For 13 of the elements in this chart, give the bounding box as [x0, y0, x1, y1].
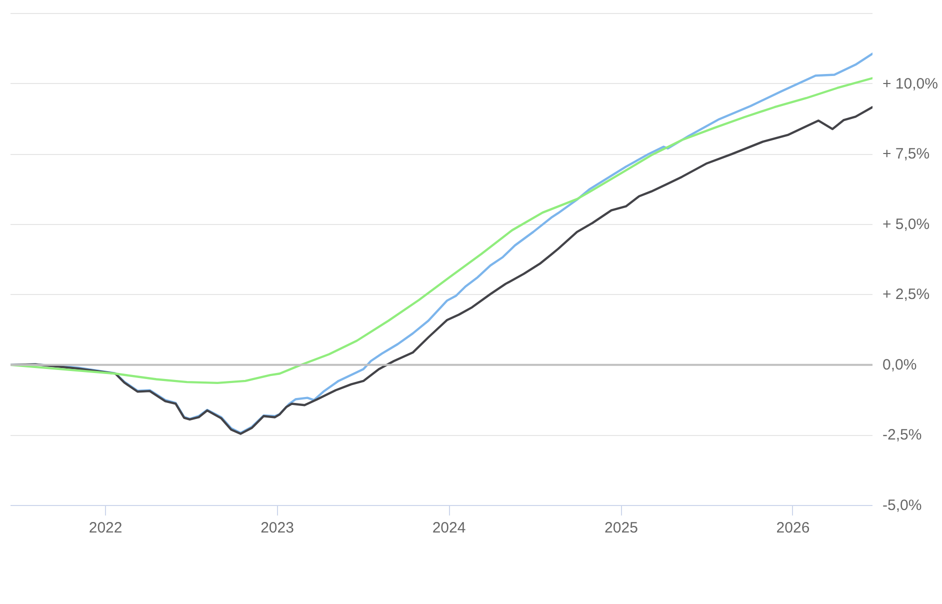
y-tick-label: + 2,5% — [882, 286, 930, 304]
x-tick-label: 2025 — [604, 520, 638, 536]
y-tick-label: -2,5% — [882, 426, 922, 444]
y-tick-label: + 5,0% — [882, 216, 930, 233]
y-tick-label: + 10,0% — [882, 75, 938, 92]
line-series — [10, 77, 872, 384]
y-tick-label: + 7,5% — [882, 146, 930, 163]
x-tick-label: 2026 — [776, 520, 810, 536]
x-tick-label: 2023 — [260, 520, 294, 536]
x-tick-label: 2024 — [432, 520, 466, 536]
x-tick-label: 2022 — [88, 520, 122, 536]
y-tick-label: 0,0% — [882, 356, 917, 374]
y-tick-label: -5,0% — [882, 497, 922, 514]
